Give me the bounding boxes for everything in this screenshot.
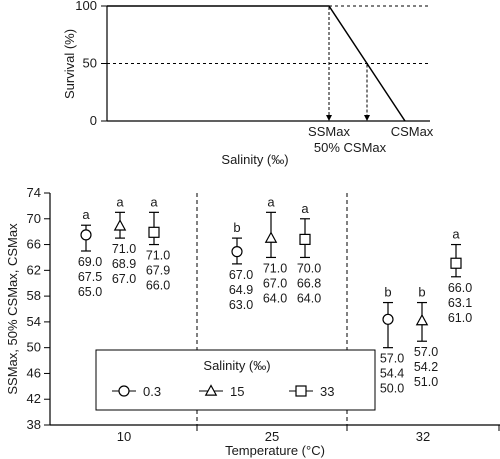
- significance-letter: a: [301, 201, 309, 216]
- legend-triangle-icon: [204, 384, 218, 396]
- legend-item-label: 0.3: [143, 384, 161, 399]
- value-ssmax: 57.0: [380, 352, 404, 366]
- top-marker-label: SSMax: [308, 124, 350, 139]
- top-marker-label: CSMax: [391, 124, 434, 139]
- point-circle: [231, 246, 243, 258]
- value-csmax: 63.0: [229, 298, 253, 312]
- legend-items: 0.3 15 33: [112, 384, 334, 399]
- value-csmax50: 64.9: [229, 283, 253, 297]
- significance-letter: b: [384, 285, 391, 300]
- value-csmax50: 54.2: [414, 360, 438, 374]
- threshold-data-panel: SSMax, 50% CSMax, CSMax Temperature (°C)…: [5, 185, 500, 458]
- significance-letter: a: [150, 194, 158, 209]
- value-ssmax: 70.0: [297, 261, 321, 275]
- bottom-y-tick-label: 38: [27, 417, 41, 432]
- legend-box: [95, 349, 376, 411]
- legend-circle-icon: [118, 385, 130, 397]
- value-csmax50: 67.0: [263, 276, 287, 290]
- legend-item-label: 33: [320, 384, 334, 399]
- bottom-y-tick-label: 54: [27, 314, 41, 329]
- value-csmax50: 66.8: [297, 276, 321, 290]
- bottom-y-tick-label: 62: [27, 262, 41, 277]
- bottom-y-tick-label: 42: [27, 391, 41, 406]
- survival-line: [107, 5, 406, 122]
- significance-letter: b: [418, 285, 425, 300]
- bottom-y-tick-label: 74: [27, 185, 41, 200]
- value-csmax50: 63.1: [448, 296, 472, 310]
- value-csmax50: 54.4: [380, 367, 404, 381]
- legend-title: Salinity (‰): [203, 358, 270, 373]
- x-tick-label: 25: [265, 429, 279, 444]
- value-ssmax: 71.0: [146, 249, 170, 263]
- legend-square-icon: [295, 385, 307, 397]
- point-square: [148, 226, 160, 238]
- x-tick-label: 10: [117, 429, 131, 444]
- top-y-axis-label: Survival (%): [62, 29, 77, 99]
- legend: Salinity (‰) 0.3 15 33: [95, 349, 376, 411]
- point-circle: [80, 229, 92, 241]
- top-marker-arrow: [326, 115, 332, 121]
- survival-schematic-panel: Survival (%) Salinity (‰) 0 50 100 SSMax50%…: [62, 0, 434, 167]
- point-circle: [382, 313, 394, 325]
- significance-letter: a: [452, 227, 460, 242]
- value-csmax: 64.0: [297, 291, 321, 305]
- top-y-tick-label: 50: [83, 56, 97, 71]
- value-ssmax: 69.0: [78, 255, 102, 269]
- point-triangle: [113, 219, 127, 231]
- value-csmax: 67.0: [112, 272, 136, 286]
- point-triangle: [415, 313, 429, 326]
- x-tick-label: 32: [416, 429, 430, 444]
- value-csmax: 50.0: [380, 382, 404, 396]
- bottom-y-tick-label: 46: [27, 365, 41, 380]
- value-csmax: 65.0: [78, 285, 102, 299]
- top-marker-label: 50% CSMax: [314, 140, 387, 155]
- bottom-panel-marks: 38 42 46 50 54 58 62 66 70 74 10 25 32 a 69.067.565.0 b…: [27, 185, 500, 444]
- top-marker-arrow: [364, 115, 370, 121]
- point-square: [450, 257, 462, 269]
- significance-letter: b: [233, 220, 240, 235]
- top-y-tick-label: 100: [75, 0, 97, 13]
- value-csmax: 61.0: [448, 311, 472, 325]
- bottom-y-axis-label: SSMax, 50% CSMax, CSMax: [5, 223, 20, 395]
- value-csmax50: 68.9: [112, 257, 136, 271]
- bottom-y-tick-label: 66: [27, 237, 41, 252]
- top-y-tick-label: 0: [90, 113, 97, 128]
- significance-letter: a: [267, 194, 275, 209]
- legend-item-label: 15: [230, 384, 244, 399]
- top-x-axis-label: Salinity (‰): [221, 152, 288, 167]
- value-csmax: 66.0: [146, 279, 170, 293]
- bottom-y-tick-label: 50: [27, 340, 41, 355]
- bottom-y-tick-label: 58: [27, 288, 41, 303]
- significance-letter: a: [82, 207, 90, 222]
- value-ssmax: 67.0: [229, 268, 253, 282]
- significance-letter: a: [116, 194, 124, 209]
- value-csmax: 51.0: [414, 375, 438, 389]
- value-csmax50: 67.9: [146, 264, 170, 278]
- bottom-x-axis-label: Temperature (°C): [225, 443, 325, 458]
- value-csmax50: 67.5: [78, 270, 102, 284]
- value-ssmax: 57.0: [414, 345, 438, 359]
- value-ssmax: 71.0: [263, 261, 287, 275]
- point-square: [299, 233, 311, 245]
- point-triangle: [264, 231, 278, 243]
- value-csmax: 64.0: [263, 291, 287, 305]
- bottom-y-tick-label: 70: [27, 211, 41, 226]
- value-ssmax: 71.0: [112, 242, 136, 256]
- value-ssmax: 66.0: [448, 281, 472, 295]
